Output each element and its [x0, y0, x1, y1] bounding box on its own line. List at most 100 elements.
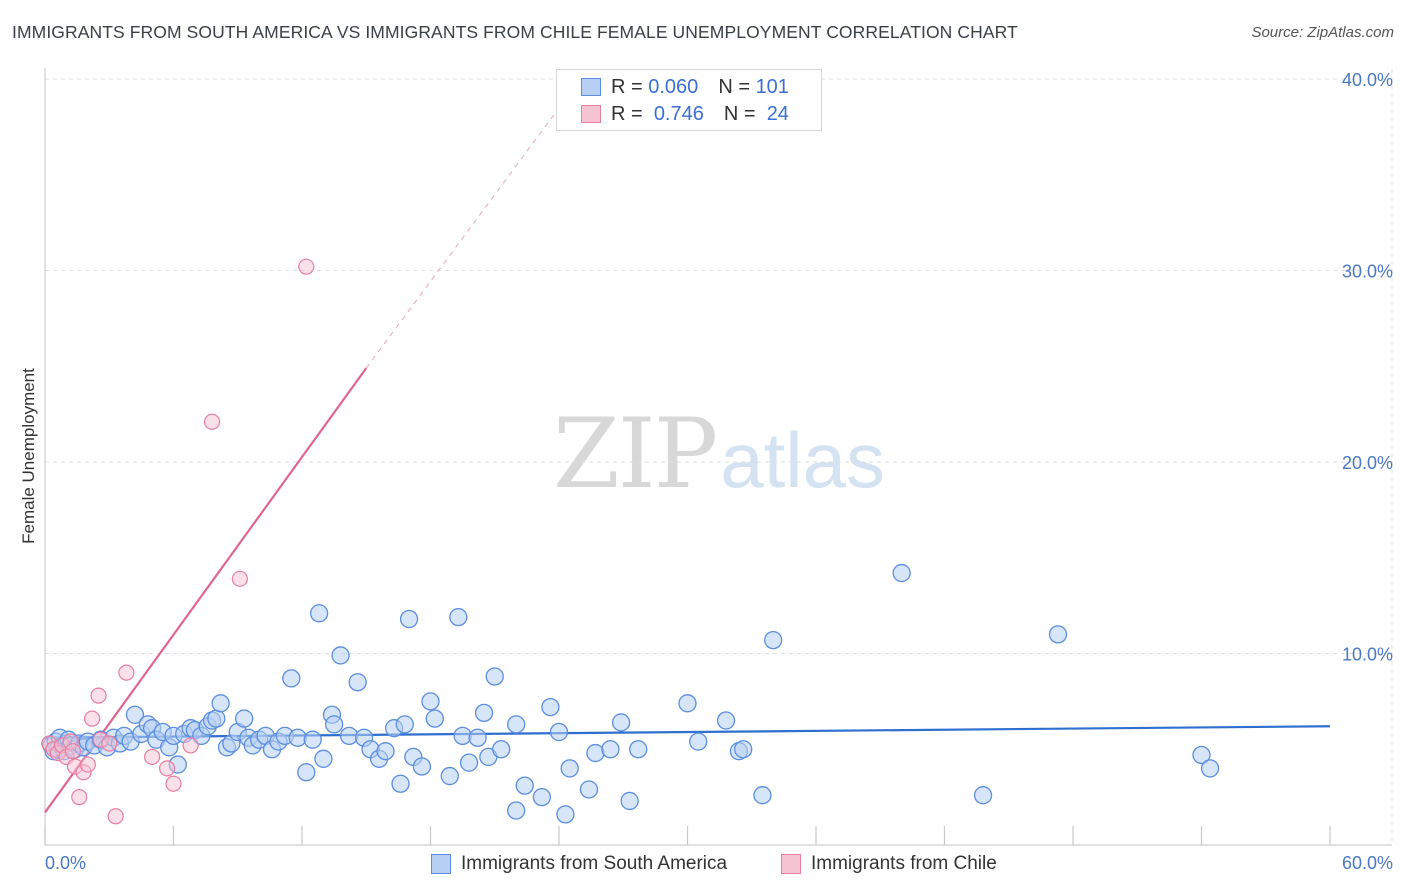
point-south-america-36 — [207, 709, 226, 728]
axes — [44, 68, 1392, 846]
point-south-america-92 — [611, 713, 631, 732]
point-south-america-79 — [485, 667, 504, 686]
point-south-america-85 — [541, 697, 560, 717]
bottom-legend-chile: Immigrants from Chile — [781, 851, 997, 877]
point-south-america-82 — [507, 801, 526, 820]
bottom-legend-label-south-america: Immigrants from South America — [461, 853, 728, 874]
point-south-america-59 — [348, 673, 367, 692]
point-south-america-97 — [716, 711, 736, 730]
point-south-america-77 — [474, 703, 494, 723]
point-south-america-37 — [211, 694, 230, 713]
point-south-america-101 — [764, 630, 783, 650]
y-tick-labels: 10.0% 20.0% 30.0% 40.0% — [1342, 70, 1393, 665]
point-chile-22 — [231, 570, 248, 587]
point-south-america-70 — [421, 692, 440, 711]
point-south-america-84 — [532, 787, 552, 807]
point-chile-13 — [90, 687, 107, 704]
legend-n-value: 101 — [755, 75, 789, 98]
point-south-america-69 — [412, 757, 432, 776]
y-tick-label-3: 40.0% — [1342, 70, 1393, 90]
x-tick-label-0: 0.0% — [45, 853, 86, 873]
point-chile-15 — [107, 808, 124, 825]
point-chile-18 — [158, 760, 176, 777]
point-south-america-52 — [303, 730, 322, 749]
point-south-america-75 — [459, 753, 479, 772]
point-south-america-94 — [629, 740, 648, 759]
legend-r-label: R = — [611, 102, 643, 125]
point-south-america-53 — [309, 604, 329, 623]
point-south-america-54 — [314, 749, 333, 768]
point-south-america-87 — [556, 805, 575, 824]
point-south-america-106 — [1200, 759, 1220, 778]
point-chile-16 — [118, 664, 135, 681]
point-south-america-67 — [399, 609, 419, 629]
point-south-america-50 — [288, 728, 307, 747]
point-south-america-91 — [601, 740, 620, 759]
y-tick-label-1: 20.0% — [1342, 453, 1393, 473]
bottom-legend-label-chile: Immigrants from Chile — [811, 853, 997, 874]
point-south-america-73 — [449, 607, 468, 627]
point-south-america-57 — [331, 646, 350, 665]
point-south-america-72 — [440, 766, 459, 786]
point-chile-21 — [203, 413, 221, 430]
point-chile-17 — [143, 748, 161, 766]
legend-n-label: N = — [718, 75, 750, 98]
y-tick-label-2: 30.0% — [1342, 262, 1393, 282]
legend-row-south-america: R = 0.060 N = 101 — [581, 74, 789, 100]
point-south-america-86 — [549, 722, 569, 742]
x-tick-label-1: 60.0% — [1342, 853, 1393, 873]
point-south-america-80 — [492, 740, 511, 759]
trend-line-chile-extension — [365, 78, 581, 369]
legend-n-label: N = — [723, 102, 756, 125]
point-south-america-51 — [297, 763, 316, 782]
x-tick-labels: 0.0% 60.0% — [45, 853, 1393, 873]
point-south-america-21 — [125, 705, 145, 724]
point-south-america-63 — [376, 742, 395, 761]
y-tick-label-0: 10.0% — [1342, 645, 1393, 665]
point-chile-20 — [182, 737, 199, 754]
point-south-america-71 — [425, 709, 444, 728]
point-south-america-66 — [395, 715, 414, 734]
point-south-america-76 — [468, 728, 487, 747]
point-chile-8 — [71, 789, 88, 806]
point-south-america-102 — [892, 563, 911, 583]
point-chile-19 — [165, 775, 182, 792]
point-south-america-89 — [579, 780, 599, 799]
legend-row-chile: R = 0.746 N = 24 — [581, 101, 789, 127]
legend-r-value: 0.060 — [648, 75, 699, 98]
legend-n-value: 24 — [766, 102, 789, 125]
point-south-america-41 — [235, 709, 254, 728]
bottom-legend-swatch-blue — [431, 854, 451, 874]
legend-r-value: 0.746 — [653, 102, 704, 125]
point-south-america-103 — [973, 786, 993, 805]
point-south-america-95 — [678, 694, 697, 713]
point-south-america-93 — [620, 791, 639, 811]
point-south-america-81 — [507, 715, 526, 734]
y-axis-label: Female Unemployment — [19, 368, 38, 544]
legend-swatch-pink — [581, 105, 601, 123]
point-south-america-100 — [753, 786, 772, 805]
point-chile-10 — [79, 756, 96, 773]
source-note: Source: ZipAtlas.com — [1251, 24, 1394, 41]
point-south-america-58 — [339, 726, 359, 745]
bottom-legend-south-america: Immigrants from South America — [431, 851, 727, 877]
bottom-legend-swatch-pink — [781, 854, 801, 874]
point-south-america-99 — [734, 740, 753, 759]
point-south-america-56 — [324, 715, 344, 734]
point-south-america-105 — [1192, 745, 1211, 765]
series-south-america-points — [42, 563, 1220, 824]
legend-r-label: R = — [611, 75, 643, 98]
chart-title: IMMIGRANTS FROM SOUTH AMERICA VS IMMIGRA… — [12, 22, 1018, 42]
point-south-america-74 — [453, 726, 472, 745]
series-chile-points — [41, 258, 315, 825]
point-south-america-49 — [282, 669, 301, 688]
point-chile-11 — [84, 710, 101, 727]
point-south-america-96 — [689, 732, 708, 751]
point-chile-23 — [298, 258, 315, 275]
point-south-america-90 — [586, 743, 605, 763]
point-south-america-88 — [560, 759, 579, 778]
correlation-legend: R = 0.060 N = 101 R = 0.746 N = 24 — [556, 69, 822, 131]
point-chile-14 — [101, 735, 118, 752]
point-chile-6 — [64, 743, 81, 760]
